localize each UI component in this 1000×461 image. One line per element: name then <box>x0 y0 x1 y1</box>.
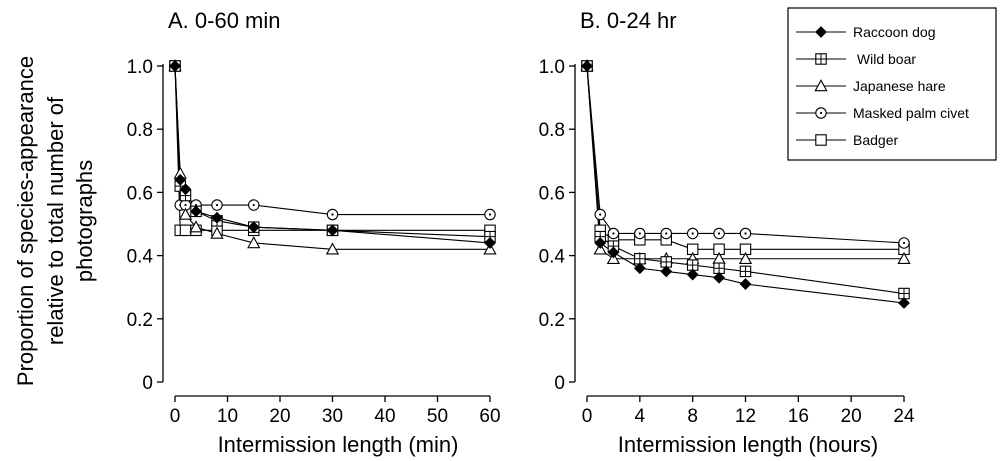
x-tick-label: 4 <box>635 406 646 427</box>
data-point <box>581 60 593 72</box>
data-point <box>739 227 752 240</box>
panel-b-x-axis-title: Intermission length (hours) <box>618 432 878 457</box>
data-point <box>634 227 646 240</box>
legend-marker <box>815 26 827 38</box>
data-point <box>897 251 911 265</box>
data-point <box>633 262 646 275</box>
x-tick-label: 0 <box>170 406 181 427</box>
legend-label: Wild boar <box>853 51 916 67</box>
legend-label: Badger <box>853 132 898 148</box>
y-tick-label: 0.8 <box>539 120 565 141</box>
legend-marker <box>815 107 827 119</box>
panel-a-title: A. 0-60 min <box>168 8 281 33</box>
y-tick-label: 1.0 <box>127 57 153 78</box>
panel-a-x-axis-title: Intermission length (min) <box>218 432 459 457</box>
data-point <box>247 221 260 234</box>
data-point <box>178 207 193 220</box>
data-point <box>169 60 181 72</box>
legend-entry: Badger <box>796 132 898 148</box>
y-tick-label: 1.0 <box>539 57 565 78</box>
y-tick-label: 0.6 <box>539 183 565 204</box>
panel-a: A. 0-60 min Intermission length (min) 00… <box>127 8 501 457</box>
data-point <box>179 183 192 196</box>
data-point <box>660 265 673 278</box>
data-point <box>898 237 910 249</box>
series-markers-raccoon-dog <box>169 60 496 249</box>
data-point <box>594 208 606 221</box>
x-tick-label: 0 <box>582 406 593 427</box>
data-point <box>739 265 752 278</box>
x-tick-label: 12 <box>735 406 756 427</box>
data-point <box>174 173 187 186</box>
x-tick-label: 20 <box>841 406 862 427</box>
legend: Raccoon dog Wild boar Japanese hare Masked… <box>787 7 997 161</box>
series-markers-raccoon-dog <box>581 60 910 309</box>
y-axis-title-line: Proportion of species-appearance <box>13 56 38 386</box>
data-point <box>607 227 620 240</box>
y-tick-label: 0.6 <box>127 183 153 204</box>
y-tick-label: 0.4 <box>539 247 566 268</box>
data-point <box>686 227 699 240</box>
y-tick-label: 0.4 <box>127 247 154 268</box>
data-point <box>211 199 223 211</box>
legend-entry: Masked palm civet <box>796 105 969 121</box>
data-point <box>713 271 725 284</box>
legend-entry: Raccoon dog <box>796 24 936 40</box>
y-axis-title-line: photographs <box>72 160 97 282</box>
legend-entry: Japanese hare <box>796 78 946 94</box>
y-tick-label: 0.8 <box>127 120 153 141</box>
data-point <box>179 224 192 237</box>
data-point <box>326 208 339 221</box>
data-point <box>738 251 753 265</box>
data-point <box>739 278 752 290</box>
y-axis-title-group: Proportion of species-appearance relative… <box>13 56 97 386</box>
series-line-masked-palm-civet <box>174 65 490 216</box>
legend-label: Japanese hare <box>853 78 946 94</box>
legend-marker <box>815 134 827 146</box>
data-point <box>607 246 620 259</box>
x-tick-label: 10 <box>217 406 238 427</box>
data-point <box>686 268 699 281</box>
x-tick-label: 40 <box>374 406 395 427</box>
data-point <box>190 205 202 218</box>
y-axis-title-line: relative to total number of <box>43 96 68 345</box>
x-tick-label: 8 <box>687 406 698 427</box>
data-point <box>211 211 223 224</box>
legend-entry: Wild boar <box>796 51 916 67</box>
legend-label: Masked palm civet <box>853 105 969 121</box>
data-point <box>248 199 260 211</box>
data-point <box>713 227 725 240</box>
data-point <box>325 242 340 255</box>
x-tick-label: 50 <box>427 406 448 427</box>
data-point <box>660 227 672 240</box>
y-tick-label: 0.2 <box>539 310 565 331</box>
legend-marker <box>815 53 827 65</box>
data-point <box>189 220 203 233</box>
data-point <box>247 236 261 249</box>
y-tick-label: 0.2 <box>127 310 153 331</box>
data-point <box>898 297 910 309</box>
x-tick-label: 20 <box>269 406 290 427</box>
data-point <box>210 226 224 239</box>
x-tick-label: 24 <box>893 406 915 427</box>
panel-b-title: B. 0-24 hr <box>580 8 677 33</box>
x-tick-label: 60 <box>479 406 500 427</box>
legend-marker <box>814 79 828 92</box>
x-tick-label: 16 <box>788 406 809 427</box>
y-tick-label: 0 <box>554 373 565 394</box>
x-tick-label: 30 <box>322 406 343 427</box>
data-point <box>594 237 607 249</box>
data-point <box>484 237 496 249</box>
data-point <box>326 224 339 237</box>
legend-label: Raccoon dog <box>853 24 936 40</box>
data-point <box>484 208 496 221</box>
panel-b: B. 0-24 hr Intermission length (hours) 0… <box>539 8 915 457</box>
series-markers-masked-palm-civet <box>169 60 496 221</box>
y-tick-label: 0 <box>142 373 153 394</box>
